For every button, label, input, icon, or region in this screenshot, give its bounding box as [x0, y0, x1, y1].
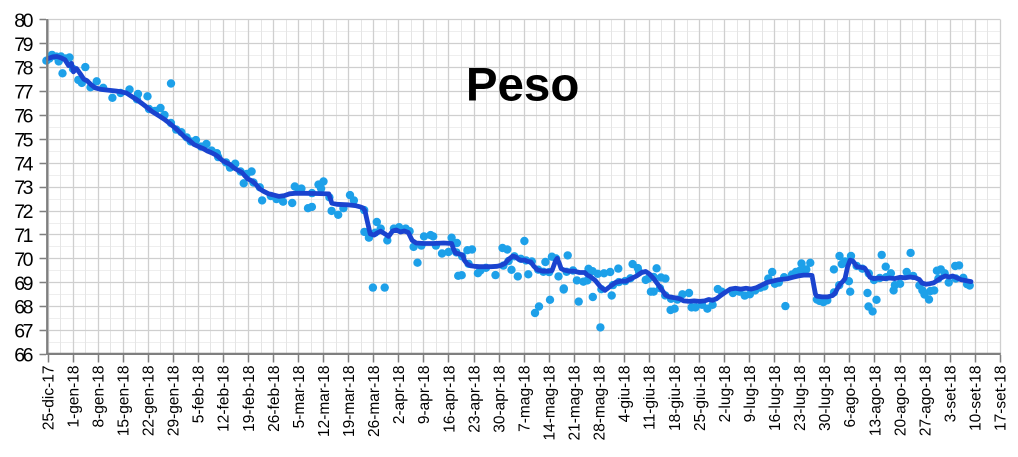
svg-text:5-feb-18: 5-feb-18 — [191, 366, 208, 424]
svg-text:75: 75 — [14, 129, 33, 151]
svg-text:72: 72 — [14, 201, 33, 223]
svg-text:20-ago-18: 20-ago-18 — [892, 366, 909, 437]
svg-text:80: 80 — [14, 10, 33, 32]
svg-text:77: 77 — [14, 82, 33, 104]
svg-text:16-apr-18: 16-apr-18 — [441, 366, 458, 433]
svg-text:7-mag-18: 7-mag-18 — [516, 366, 533, 432]
svg-text:Peso: Peso — [466, 59, 580, 112]
svg-text:68: 68 — [14, 297, 33, 319]
svg-text:15-gen-18: 15-gen-18 — [115, 366, 132, 437]
svg-text:1-gen-18: 1-gen-18 — [65, 366, 82, 428]
svg-text:4-giu-18: 4-giu-18 — [617, 366, 634, 423]
svg-text:23-lug-18: 23-lug-18 — [792, 366, 809, 432]
svg-text:67: 67 — [14, 321, 33, 343]
svg-text:23-apr-18: 23-apr-18 — [466, 366, 483, 433]
svg-text:25-dic-17: 25-dic-17 — [40, 366, 57, 431]
svg-text:10-set-18: 10-set-18 — [968, 365, 985, 430]
svg-text:9-lug-18: 9-lug-18 — [742, 366, 759, 423]
svg-text:70: 70 — [14, 249, 33, 271]
svg-text:78: 78 — [14, 58, 33, 80]
svg-text:27-ago-18: 27-ago-18 — [917, 366, 934, 437]
svg-text:5-mar-18: 5-mar-18 — [291, 366, 308, 429]
svg-text:16-lug-18: 16-lug-18 — [767, 366, 784, 432]
svg-text:26-mar-18: 26-mar-18 — [366, 366, 383, 438]
svg-text:28-mag-18: 28-mag-18 — [592, 366, 609, 441]
svg-text:66: 66 — [14, 345, 33, 367]
svg-text:73: 73 — [14, 177, 33, 199]
svg-text:14-mag-18: 14-mag-18 — [542, 366, 559, 441]
svg-text:29-gen-18: 29-gen-18 — [166, 366, 183, 437]
svg-text:19-feb-18: 19-feb-18 — [241, 366, 258, 432]
svg-text:30-lug-18: 30-lug-18 — [817, 366, 834, 432]
svg-text:8-gen-18: 8-gen-18 — [90, 366, 107, 428]
svg-text:26-feb-18: 26-feb-18 — [266, 366, 283, 432]
svg-text:69: 69 — [14, 273, 33, 295]
svg-text:18-giu-18: 18-giu-18 — [667, 366, 684, 432]
svg-text:2-lug-18: 2-lug-18 — [717, 366, 734, 423]
svg-text:12-mar-18: 12-mar-18 — [316, 366, 333, 438]
svg-text:79: 79 — [14, 34, 33, 56]
svg-text:17-set-18: 17-set-18 — [993, 366, 1010, 431]
svg-text:2-apr-18: 2-apr-18 — [391, 366, 408, 425]
svg-text:9-apr-18: 9-apr-18 — [416, 366, 433, 425]
svg-text:74: 74 — [14, 153, 33, 175]
svg-text:11-giu-18: 11-giu-18 — [642, 366, 659, 430]
svg-text:21-mag-18: 21-mag-18 — [567, 366, 584, 441]
svg-text:25-giu-18: 25-giu-18 — [692, 366, 709, 432]
svg-text:30-apr-18: 30-apr-18 — [491, 365, 508, 432]
svg-text:6-ago-18: 6-ago-18 — [842, 366, 859, 428]
svg-text:76: 76 — [14, 106, 33, 128]
svg-text:13-ago-18: 13-ago-18 — [867, 366, 884, 437]
svg-text:12-feb-18: 12-feb-18 — [216, 366, 233, 432]
svg-text:19-mar-18: 19-mar-18 — [341, 366, 358, 438]
svg-text:3-set-18: 3-set-18 — [943, 366, 960, 423]
svg-text:71: 71 — [14, 225, 33, 247]
svg-text:22-gen-18: 22-gen-18 — [140, 366, 157, 437]
